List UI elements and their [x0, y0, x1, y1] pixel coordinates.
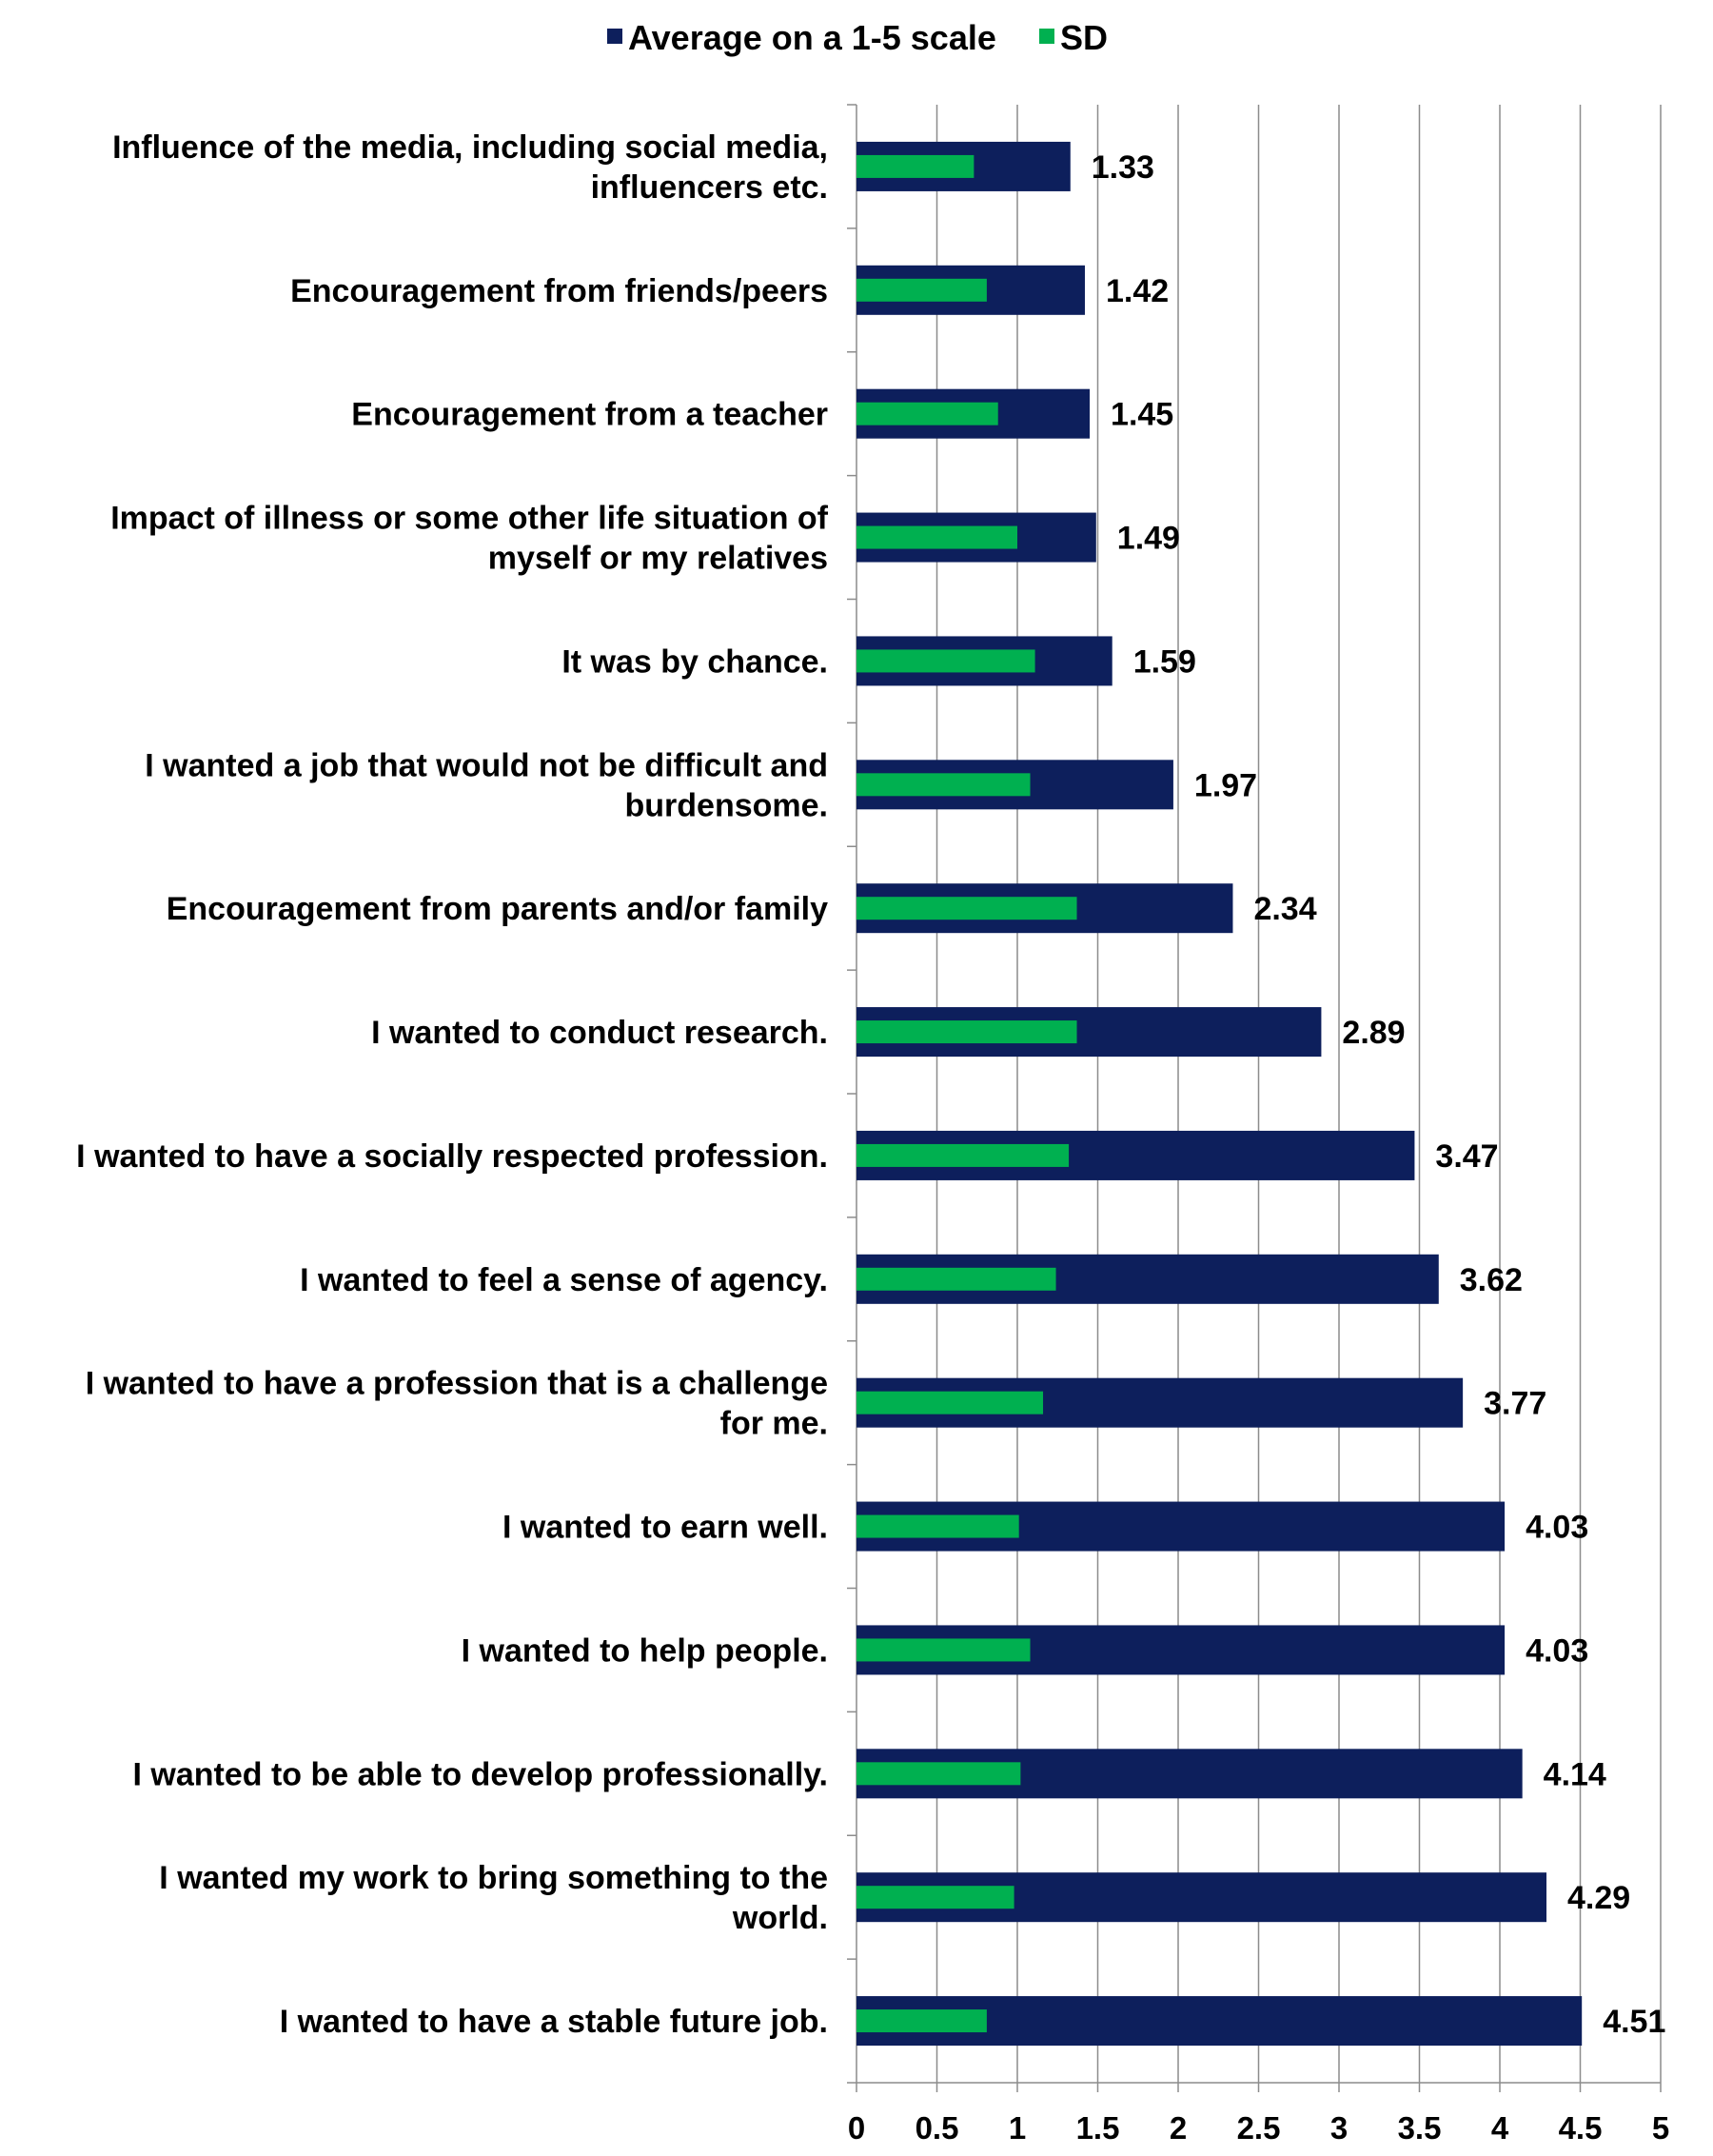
- value-label: 1.49: [1117, 521, 1180, 557]
- value-label: 1.59: [1133, 643, 1196, 680]
- category-label-line: Encouragement from parents and/or family: [167, 891, 828, 927]
- category-label-line: world.: [732, 1900, 828, 1936]
- legend-label-average: Average on a 1-5 scale: [628, 18, 996, 57]
- bar-sd: [856, 525, 1017, 549]
- category-label: I wanted a job that would not be difficu…: [145, 747, 828, 823]
- x-tick-label: 4.5: [1559, 2110, 1603, 2146]
- legend: Average on a 1-5 scale SD: [607, 18, 1108, 57]
- legend-swatch-sd: [1039, 29, 1054, 44]
- x-tick-label: 1: [1009, 2110, 1026, 2146]
- x-tick-label: 2.5: [1237, 2110, 1281, 2146]
- category-label: I wanted to help people.: [462, 1632, 828, 1669]
- value-label: 1.33: [1092, 149, 1154, 186]
- category-label-line: I wanted to have a stable future job.: [280, 2004, 828, 2040]
- x-tick-label: 0: [848, 2110, 865, 2146]
- legend-label-sd: SD: [1060, 18, 1108, 57]
- category-label: Encouragement from friends/peers: [290, 273, 828, 309]
- category-label: Encouragement from parents and/or family: [167, 891, 828, 927]
- category-label: I wanted to have a profession that is a …: [86, 1366, 828, 1442]
- bar-sd: [856, 1638, 1031, 1662]
- category-label-line: I wanted to be able to develop professio…: [132, 1756, 828, 1792]
- category-label-line: Influence of the media, including social…: [112, 129, 828, 166]
- category-label-line: myself or my relatives: [488, 541, 828, 577]
- bar-sd: [856, 2009, 987, 2033]
- category-label-line: I wanted to feel a sense of agency.: [300, 1262, 828, 1298]
- category-label-line: I wanted to conduct research.: [371, 1015, 828, 1051]
- category-label: I wanted to be able to develop professio…: [132, 1756, 828, 1792]
- category-label: Impact of illness or some other life sit…: [110, 501, 828, 577]
- x-tick-label: 5: [1652, 2110, 1669, 2146]
- category-label-line: I wanted a job that would not be difficu…: [145, 747, 828, 783]
- x-tick-label: 1.5: [1076, 2110, 1120, 2146]
- value-label: 4.51: [1603, 2004, 1665, 2040]
- category-label: Encouragement from a teacher: [351, 397, 828, 433]
- category-label-line: for me.: [720, 1406, 828, 1442]
- bar-sd: [856, 1762, 1021, 1786]
- value-label: 4.29: [1567, 1880, 1630, 1916]
- value-label: 1.42: [1106, 273, 1169, 309]
- x-tick-label: 3.5: [1398, 2110, 1442, 2146]
- value-label: 4.03: [1526, 1510, 1588, 1546]
- category-label-line: I wanted my work to bring something to t…: [159, 1860, 828, 1896]
- bar-sd: [856, 897, 1077, 920]
- category-label: I wanted to have a socially respected pr…: [76, 1138, 828, 1175]
- category-label-line: Encouragement from a teacher: [351, 397, 828, 433]
- category-label: It was by chance.: [561, 643, 828, 680]
- value-label: 4.03: [1526, 1632, 1588, 1669]
- category-label-line: It was by chance.: [561, 643, 828, 680]
- x-tick-label: 3: [1330, 2110, 1348, 2146]
- bar-sd: [856, 1143, 1070, 1167]
- bar-sd: [856, 154, 975, 178]
- bar-sd: [856, 1267, 1056, 1291]
- bars: 1.33 1.42 1.45 1.49 1.59 1.97 2.34 2.89 3.47 3.62…: [856, 141, 1665, 2047]
- x-tick-label: 2: [1170, 2110, 1187, 2146]
- category-label: Influence of the media, including social…: [112, 129, 828, 206]
- bar-sd: [856, 1886, 1014, 1909]
- bar-sd: [856, 773, 1031, 797]
- category-label: I wanted my work to bring something to t…: [159, 1860, 828, 1936]
- value-label: 3.62: [1460, 1262, 1523, 1298]
- category-label-line: Impact of illness or some other life sit…: [110, 501, 828, 537]
- x-tick-label: 4: [1491, 2110, 1509, 2146]
- value-label: 3.77: [1484, 1386, 1546, 1422]
- bar-sd: [856, 278, 987, 302]
- value-label: 3.47: [1435, 1138, 1498, 1175]
- category-label-line: Encouragement from friends/peers: [290, 273, 828, 309]
- x-tick-label: 0.5: [916, 2110, 959, 2146]
- legend-swatch-average: [607, 29, 622, 44]
- category-label-line: burdensome.: [625, 787, 828, 823]
- category-label: I wanted to earn well.: [502, 1510, 828, 1546]
- category-label-line: I wanted to have a socially respected pr…: [76, 1138, 828, 1175]
- category-label-line: I wanted to have a profession that is a …: [86, 1366, 828, 1402]
- category-labels: Influence of the media, including social…: [76, 129, 829, 2040]
- category-label: I wanted to feel a sense of agency.: [300, 1262, 828, 1298]
- category-label-line: I wanted to help people.: [462, 1632, 828, 1669]
- bar-sd: [856, 1391, 1044, 1414]
- bar-sd: [856, 1020, 1077, 1044]
- value-label: 1.45: [1111, 397, 1173, 433]
- value-label: 1.97: [1194, 767, 1257, 803]
- value-label: 2.34: [1253, 891, 1316, 927]
- category-label: I wanted to have a stable future job.: [280, 2004, 828, 2040]
- bar-sd: [856, 402, 998, 425]
- bar-sd: [856, 1514, 1019, 1538]
- value-label: 2.89: [1342, 1015, 1405, 1051]
- category-label: I wanted to conduct research.: [371, 1015, 828, 1051]
- bar-sd: [856, 649, 1035, 673]
- value-label: 4.14: [1544, 1756, 1606, 1792]
- category-label-line: I wanted to earn well.: [502, 1510, 828, 1546]
- category-label-line: influencers etc.: [591, 169, 828, 206]
